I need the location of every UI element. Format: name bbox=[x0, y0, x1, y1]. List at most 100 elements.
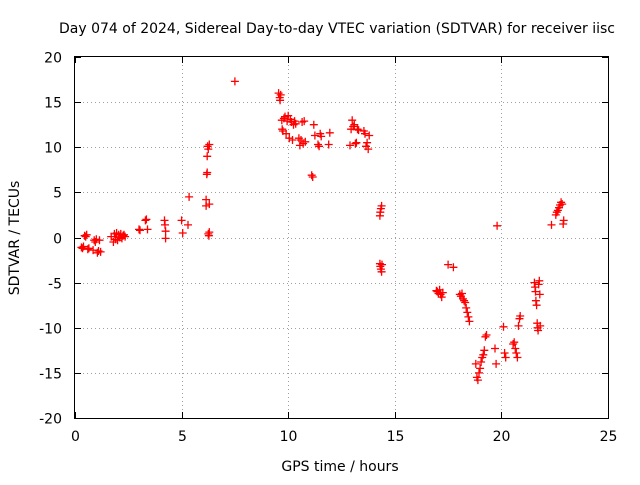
data-point bbox=[308, 173, 317, 181]
plot-frame bbox=[74, 56, 609, 419]
y-tick-label: 15 bbox=[44, 96, 62, 112]
data-point bbox=[89, 246, 98, 255]
data-point bbox=[473, 376, 482, 385]
grid-layer bbox=[75, 57, 608, 418]
data-point bbox=[365, 131, 374, 140]
data-point bbox=[530, 278, 539, 287]
y-tick-label: 0 bbox=[53, 232, 62, 248]
data-point bbox=[143, 225, 152, 234]
data-point bbox=[314, 140, 322, 149]
data-point bbox=[464, 312, 473, 321]
ticks-layer: 0 5 10 15 20 25 -20 -15 -10 -5 0 5 10 15 20 bbox=[39, 51, 617, 446]
data-point bbox=[536, 321, 545, 330]
data-point bbox=[120, 230, 128, 239]
data-point bbox=[377, 201, 386, 210]
data-point bbox=[500, 349, 509, 357]
data-point bbox=[476, 364, 485, 373]
data-point bbox=[516, 312, 525, 320]
data-point bbox=[141, 216, 150, 225]
data-point bbox=[557, 198, 566, 207]
data-point bbox=[471, 359, 480, 368]
data-point bbox=[350, 120, 359, 129]
data-point bbox=[204, 145, 213, 154]
data-point bbox=[161, 227, 170, 236]
data-point bbox=[531, 296, 540, 305]
data-point bbox=[178, 229, 187, 237]
data-point bbox=[552, 208, 561, 217]
x-tick-label: 20 bbox=[493, 429, 511, 445]
data-point bbox=[121, 232, 130, 241]
data-point bbox=[177, 216, 186, 225]
data-point bbox=[349, 122, 358, 131]
data-point bbox=[363, 138, 372, 147]
data-point bbox=[351, 139, 360, 148]
data-point bbox=[493, 221, 502, 230]
data-point bbox=[348, 116, 357, 125]
chart-title: Day 074 of 2024, Sidereal Day-to-day VTE… bbox=[59, 21, 615, 37]
data-point bbox=[203, 152, 212, 161]
y-axis-label: SDTVAR / TECUs bbox=[7, 181, 23, 296]
data-point bbox=[83, 245, 92, 254]
data-point bbox=[291, 119, 300, 128]
data-point bbox=[558, 200, 567, 209]
y-tick-label: -15 bbox=[39, 367, 62, 383]
y-tick-label: -5 bbox=[48, 277, 62, 293]
data-point bbox=[276, 90, 285, 99]
data-point bbox=[325, 128, 334, 137]
data-point bbox=[82, 230, 91, 239]
data-point bbox=[354, 126, 363, 135]
data-point bbox=[438, 288, 447, 297]
data-point bbox=[479, 350, 488, 359]
data-point bbox=[315, 142, 324, 151]
data-point bbox=[300, 117, 309, 126]
data-point bbox=[510, 338, 519, 347]
data-point bbox=[324, 140, 333, 149]
data-point bbox=[449, 263, 458, 272]
data-point bbox=[512, 349, 521, 357]
data-point bbox=[559, 216, 568, 225]
data-point bbox=[509, 340, 518, 348]
data-point bbox=[460, 296, 469, 305]
data-point bbox=[547, 220, 556, 229]
data-point bbox=[465, 317, 474, 326]
data-point bbox=[499, 322, 508, 331]
data-point bbox=[205, 200, 214, 209]
data-point bbox=[185, 192, 194, 201]
data-point bbox=[346, 141, 354, 150]
data-point bbox=[230, 77, 239, 86]
data-point bbox=[501, 353, 510, 362]
data-point bbox=[96, 247, 105, 256]
data-point bbox=[377, 267, 386, 276]
y-tick-label: 20 bbox=[44, 51, 62, 67]
x-tick-label: 25 bbox=[600, 429, 618, 445]
data-point bbox=[301, 137, 310, 146]
data-points bbox=[77, 77, 568, 385]
data-point bbox=[79, 242, 88, 251]
data-point bbox=[352, 138, 361, 147]
data-point bbox=[310, 131, 319, 140]
data-point bbox=[514, 321, 523, 330]
y-tick-label: -20 bbox=[39, 412, 62, 428]
data-point bbox=[184, 220, 192, 229]
data-point bbox=[481, 332, 490, 341]
data-point bbox=[278, 125, 287, 134]
x-tick-label: 10 bbox=[280, 429, 298, 445]
data-point bbox=[205, 228, 214, 237]
data-point bbox=[307, 171, 316, 180]
data-point bbox=[161, 234, 170, 243]
data-point bbox=[135, 225, 143, 234]
data-point bbox=[205, 140, 214, 149]
x-tick-label: 0 bbox=[71, 429, 80, 445]
y-tick-label: 5 bbox=[53, 186, 62, 202]
y-tick-label: 10 bbox=[44, 141, 62, 157]
data-point bbox=[511, 344, 520, 353]
y-tick-label: -10 bbox=[39, 322, 62, 338]
data-point bbox=[531, 287, 540, 296]
data-point bbox=[532, 301, 541, 310]
data-point bbox=[136, 226, 144, 235]
data-point bbox=[491, 344, 499, 353]
data-point bbox=[480, 346, 489, 355]
x-axis-label: GPS time / hours bbox=[281, 459, 398, 475]
